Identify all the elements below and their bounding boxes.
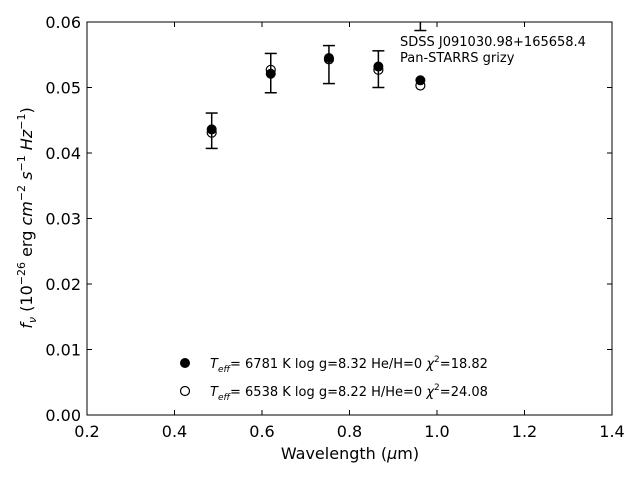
x-tick-label: 1.4	[599, 422, 624, 441]
model-point-filled	[373, 61, 384, 72]
x-axis-label: Wavelength (μm)	[281, 444, 419, 463]
y-tick-label: 0.04	[45, 144, 81, 163]
x-tick-label: 0.4	[162, 422, 187, 441]
legend-2-chi2: 24.08	[451, 385, 488, 400]
model-point-open	[206, 127, 217, 138]
legend-entry-2: Teff= 6538 K log g=8.22 H/He=0 χ2=24.08	[210, 383, 488, 403]
y-tick-label: 0.06	[45, 13, 81, 32]
annotation-line-2: Pan-STARRS grizy	[400, 51, 515, 66]
legend-marker-open	[179, 385, 191, 397]
y-tick-label: 0.00	[45, 406, 81, 425]
axis-ticks: 0.2 0.4 0.6 0.8 1.0 1.2 1.4 0.00 0.01 0.02 0.03 0.0…	[45, 13, 624, 441]
x-tick-label: 1.0	[424, 422, 449, 441]
legend-entry-1: Teff= 6781 K log g=8.32 He/H=0 χ2=18.82	[210, 355, 488, 375]
legend-2-teff: 6538	[245, 385, 278, 400]
x-tick-label: 0.8	[337, 422, 362, 441]
x-tick-label: 0.2	[74, 422, 99, 441]
x-tick-label: 0.6	[249, 422, 274, 441]
annotation-line-1: SDSS J091030.98+165658.4	[400, 35, 586, 50]
legend-1-comp: He/H=0	[371, 357, 422, 372]
model-point-open	[265, 64, 276, 75]
x-tick-label: 1.2	[512, 422, 537, 441]
y-axis-label: fν (10−26 erg cm−2 s−1 Hz−1)	[15, 107, 39, 328]
model-point-filled	[206, 124, 217, 135]
y-tick-label: 0.03	[45, 210, 81, 229]
model-point-open	[415, 80, 426, 91]
legend-1-chi2: 18.82	[451, 357, 488, 372]
model-point-open	[373, 64, 384, 75]
y-tick-label: 0.01	[45, 341, 81, 360]
model-point-filled	[415, 75, 426, 86]
legend: Teff= 6781 K log g=8.32 He/H=0 χ2=18.82 …	[179, 355, 488, 403]
model-point-open	[323, 54, 335, 65]
y-tick-label: 0.02	[45, 275, 81, 294]
legend-marker-filled	[180, 358, 190, 368]
legend-2-comp: H/He=0	[371, 385, 422, 400]
data-markers	[205, 22, 427, 150]
legend-1-teff: 6781	[245, 357, 278, 372]
y-tick-label: 0.05	[45, 79, 81, 98]
legend-2-logg: 8.22	[338, 385, 367, 400]
legend-1-logg: 8.32	[338, 357, 367, 372]
